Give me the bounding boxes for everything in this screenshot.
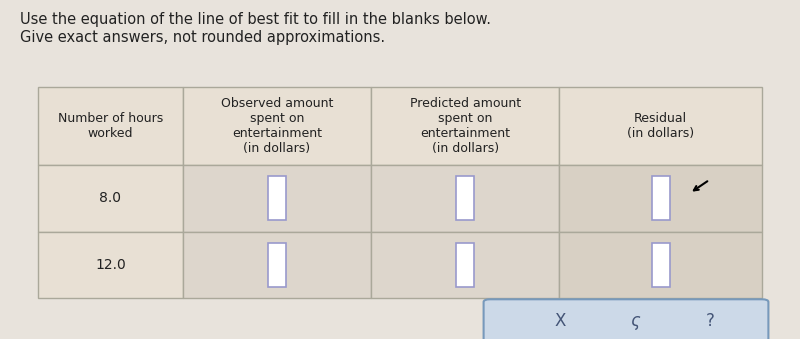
Bar <box>182 165 371 232</box>
Bar <box>38 232 183 298</box>
Bar <box>456 243 474 287</box>
Text: Use the equation of the line of best fit to fill in the blanks below.: Use the equation of the line of best fit… <box>20 12 491 27</box>
Text: 8.0: 8.0 <box>99 191 122 205</box>
Bar <box>38 87 183 165</box>
Bar <box>456 176 474 220</box>
Text: Observed amount
spent on
entertainment
(in dollars): Observed amount spent on entertainment (… <box>221 97 333 155</box>
Bar <box>559 165 762 232</box>
Bar <box>371 87 559 165</box>
FancyBboxPatch shape <box>483 299 769 339</box>
Text: Residual
(in dollars): Residual (in dollars) <box>627 112 694 140</box>
Text: Give exact answers, not rounded approximations.: Give exact answers, not rounded approxim… <box>20 30 385 45</box>
Bar <box>268 243 286 287</box>
Bar <box>652 243 670 287</box>
Bar <box>38 165 183 232</box>
Text: 12.0: 12.0 <box>95 258 126 272</box>
Text: Predicted amount
spent on
entertainment
(in dollars): Predicted amount spent on entertainment … <box>410 97 521 155</box>
Bar <box>182 87 371 165</box>
Text: ?: ? <box>706 312 714 330</box>
Text: X: X <box>554 312 566 330</box>
Text: ς: ς <box>630 312 640 330</box>
Bar <box>559 232 762 298</box>
Bar <box>182 232 371 298</box>
Text: Number of hours
worked: Number of hours worked <box>58 112 163 140</box>
Bar <box>559 87 762 165</box>
Bar <box>268 176 286 220</box>
Bar <box>371 165 559 232</box>
Bar <box>652 176 670 220</box>
Bar <box>371 232 559 298</box>
